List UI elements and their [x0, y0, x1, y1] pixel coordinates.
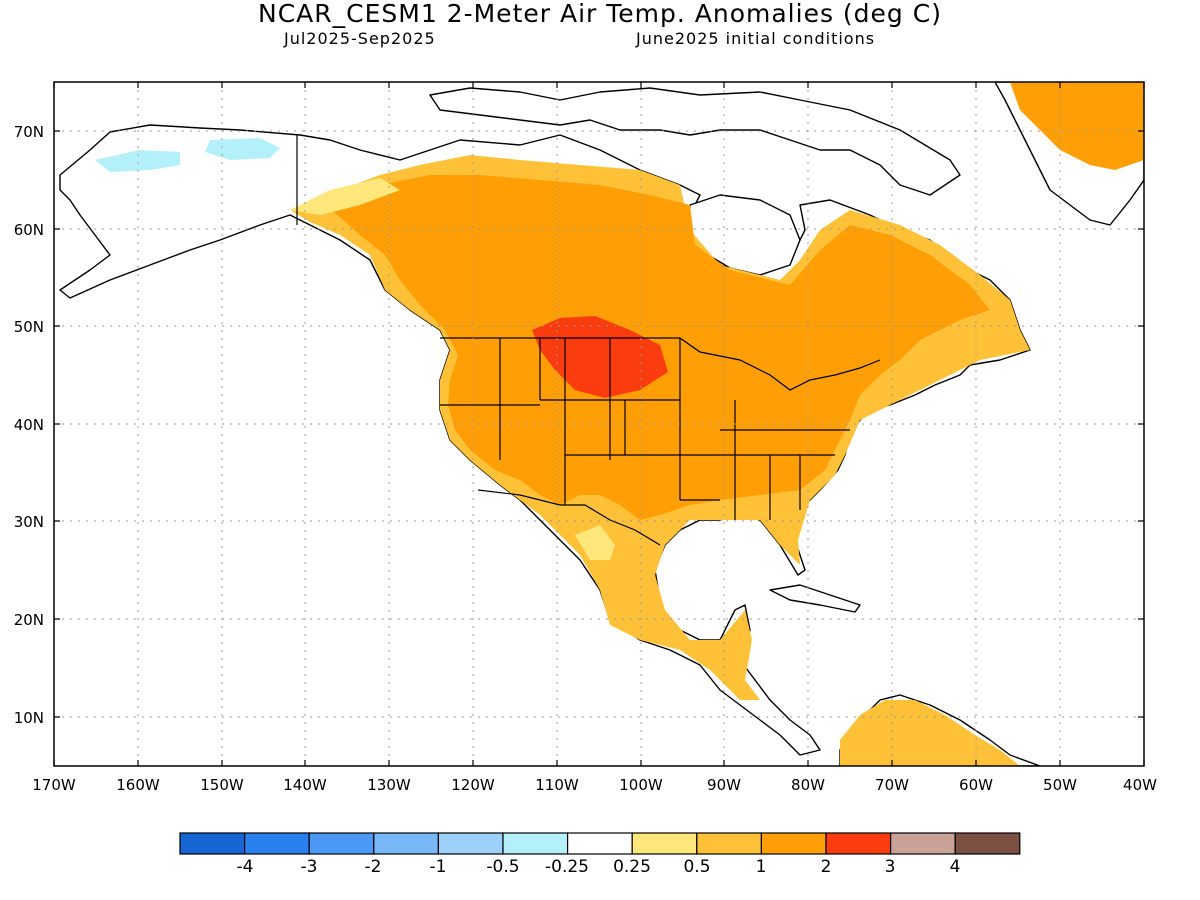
lon-label: 90W	[707, 776, 741, 794]
colorbar-swatch	[954, 832, 1021, 855]
colorbar-label: 1	[756, 857, 767, 877]
colorbar-label: -0.5	[486, 857, 519, 877]
shade-0.25-0.5-north	[290, 178, 400, 215]
colorbar-swatch	[566, 832, 633, 855]
lon-label: 70W	[875, 776, 909, 794]
colorbar-swatch	[373, 832, 439, 855]
colorbar-label: -4	[237, 857, 254, 877]
lat-label: 40N	[14, 416, 44, 434]
colorbar-swatch	[437, 832, 504, 855]
lat-label: 50N	[14, 318, 44, 336]
lon-label: 130W	[367, 776, 411, 794]
shade-1-2-greenland	[1010, 82, 1144, 170]
cuba-island	[769, 584, 861, 613]
shade-2-3	[532, 316, 668, 398]
lon-label: 160W	[116, 776, 160, 794]
state-lines	[440, 338, 850, 520]
lat-label: 70N	[14, 123, 44, 141]
colorbar	[179, 832, 1021, 855]
graticule	[54, 82, 1144, 766]
colorbar-swatch	[502, 832, 569, 855]
arctic-islands	[429, 87, 961, 196]
colorbar-label: -0.25	[545, 857, 589, 877]
lat-label: 60N	[14, 221, 44, 239]
colorbar-labels: -4 -3 -2 -1 -0.5 -0.25 0.25 0.5 1 2 3 4	[237, 857, 961, 877]
lon-label: 140W	[283, 776, 327, 794]
lon-label: 150W	[200, 776, 244, 794]
shade-neg-alaska	[95, 150, 180, 172]
shade-0.25-0.5-baja	[575, 525, 615, 560]
map-area	[54, 82, 1144, 766]
lon-label: 50W	[1043, 776, 1077, 794]
lon-label: 60W	[959, 776, 993, 794]
us-canada-border	[440, 337, 881, 391]
tick-marks	[53, 82, 1145, 766]
valid-period: Jul2025-Sep2025	[284, 29, 436, 48]
us-mexico-border	[477, 489, 661, 546]
lon-label: 40W	[1123, 776, 1157, 794]
colorbar-label: 0.5	[683, 857, 710, 877]
colorbar-swatch	[760, 832, 827, 855]
shade-neg-alaska-2	[205, 138, 280, 160]
colorbar-label: -3	[301, 857, 318, 877]
colorbar-label: -2	[365, 857, 382, 877]
initial-conditions: June2025 initial conditions	[636, 29, 876, 48]
boundaries	[296, 135, 881, 546]
colorbar-swatch	[825, 832, 892, 855]
colorbar-label: 2	[821, 857, 832, 877]
colorbar-label: 0.25	[613, 857, 651, 877]
lat-label: 10N	[14, 709, 44, 727]
lon-label: 120W	[451, 776, 495, 794]
lon-label: 80W	[791, 776, 825, 794]
colorbar-swatch	[889, 832, 956, 855]
lon-label: 170W	[32, 776, 76, 794]
lon-labels: 170W 160W 150W 140W 130W 120W 110W 100W …	[32, 776, 1157, 794]
colorbar-label: -1	[430, 857, 447, 877]
anomaly-shading	[95, 82, 1144, 766]
colorbar-swatch	[179, 832, 246, 855]
colorbar-swatch	[696, 832, 762, 855]
colorbar-swatch	[631, 832, 698, 855]
map-title: NCAR_CESM1 2-Meter Air Temp. Anomalies (…	[258, 0, 942, 28]
colorbar-swatch	[308, 832, 375, 855]
lon-label: 100W	[619, 776, 663, 794]
colorbar-label: 3	[885, 857, 896, 877]
lat-label: 20N	[14, 611, 44, 629]
shade-0.5-1-south-america	[840, 700, 1020, 766]
lat-labels: 70N 60N 50N 40N 30N 20N 10N	[14, 123, 44, 727]
colorbar-swatch	[244, 832, 310, 855]
colorbar-label: 4	[950, 857, 961, 877]
lat-label: 30N	[14, 513, 44, 531]
lon-label: 110W	[535, 776, 579, 794]
